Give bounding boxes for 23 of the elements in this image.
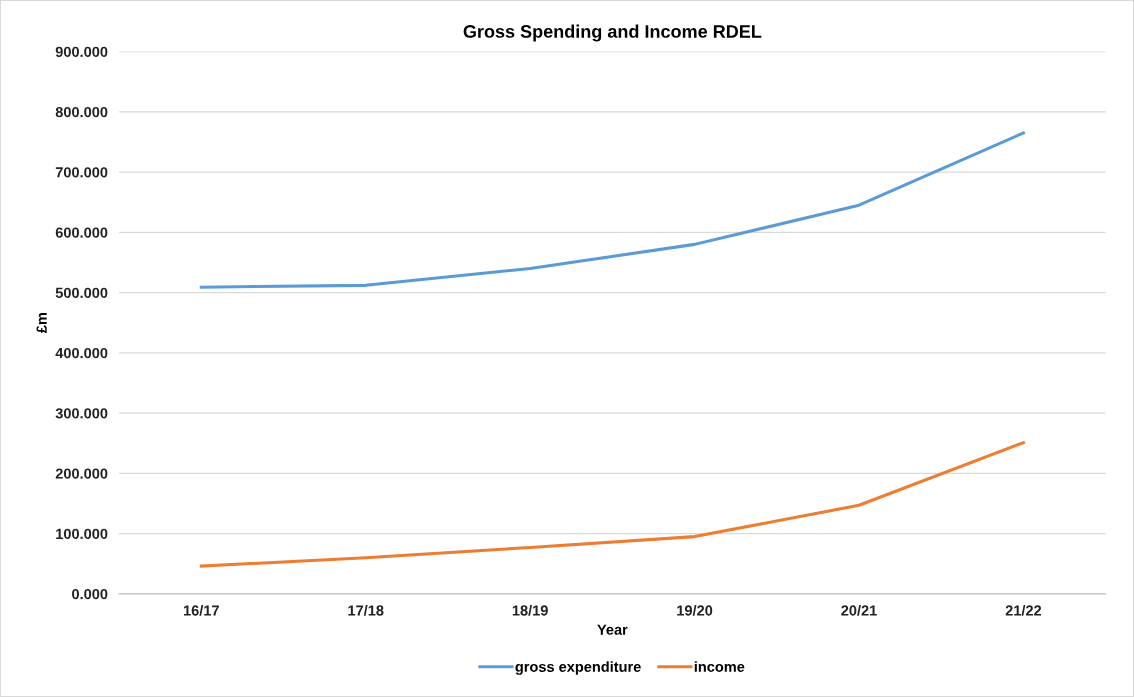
y-tick-label: 0.000 bbox=[72, 588, 108, 600]
y-tick-label: 300.000 bbox=[55, 408, 108, 419]
y-tick-label: 200.000 bbox=[55, 468, 108, 479]
x-tick-label: 16/17 bbox=[183, 604, 219, 616]
y-axis-title: £m bbox=[36, 313, 47, 334]
y-tick-label: 400.000 bbox=[55, 347, 108, 359]
x-tick-label: 21/22 bbox=[1005, 604, 1042, 616]
y-tick-label: 800.000 bbox=[55, 106, 108, 118]
x-tick-label: 18/19 bbox=[512, 604, 548, 616]
x-tick-label: 20/21 bbox=[841, 604, 877, 616]
y-tick-label: 600.000 bbox=[55, 227, 108, 238]
x-axis-title: Year bbox=[597, 624, 628, 635]
line-series bbox=[199, 441, 1025, 568]
y-tick-label: 700.000 bbox=[55, 167, 108, 178]
y-tick-label: 100.000 bbox=[56, 528, 108, 540]
x-tick-label: 19/20 bbox=[677, 604, 713, 616]
y-tick-label: 900.000 bbox=[55, 46, 108, 58]
legend-label: gross expenditure bbox=[515, 661, 641, 675]
x-tick-label: 17/18 bbox=[348, 604, 384, 616]
legend-label: income bbox=[694, 661, 745, 672]
y-tick-label: 500.000 bbox=[55, 287, 108, 299]
line-series bbox=[199, 131, 1025, 289]
chart-title: Gross Spending and Income RDEL bbox=[463, 24, 762, 42]
